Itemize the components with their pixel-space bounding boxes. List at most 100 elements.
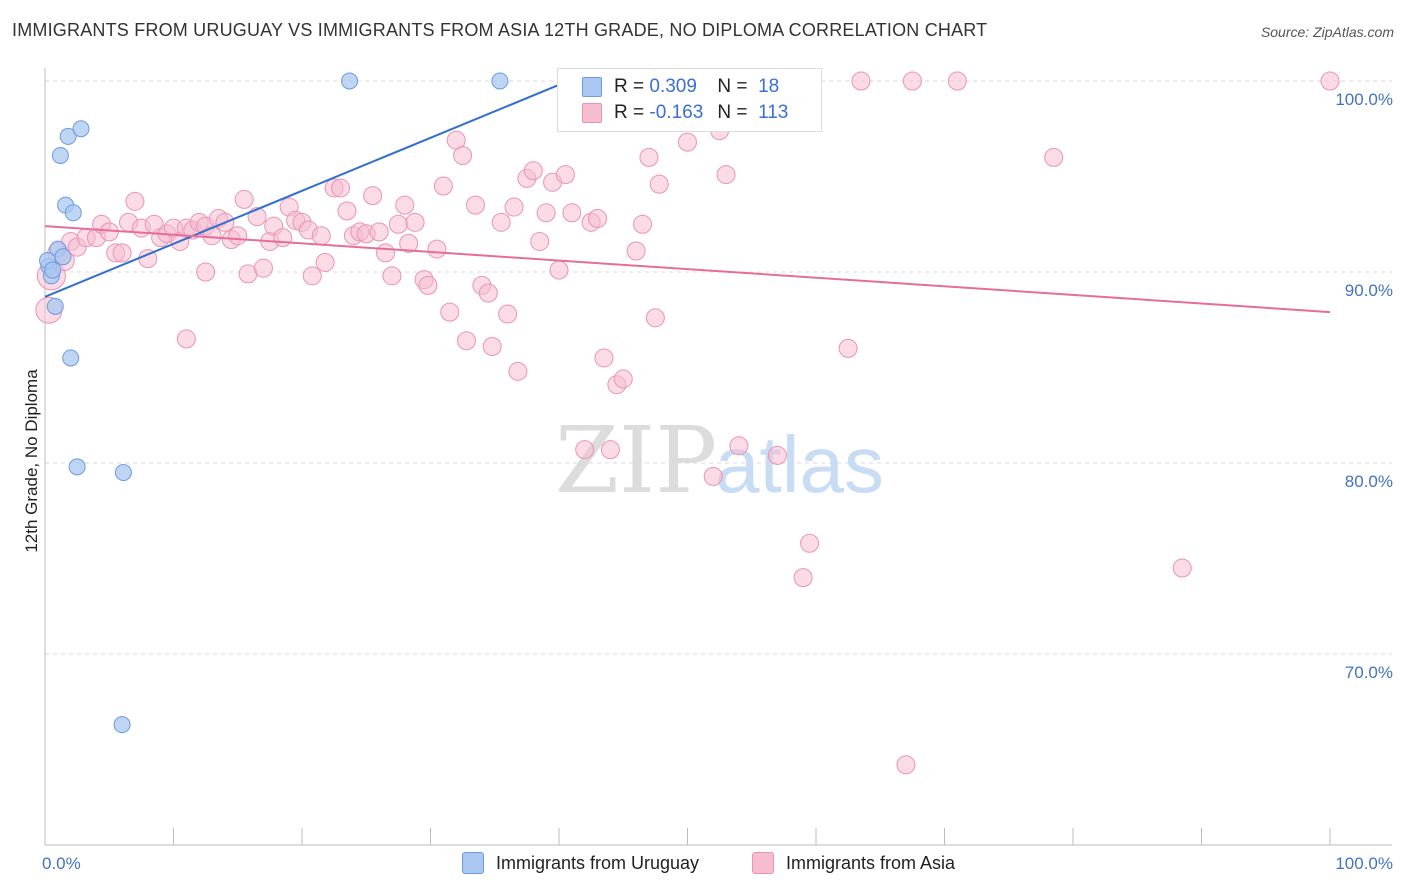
- asia-point: [202, 226, 222, 246]
- asia-point: [376, 243, 396, 263]
- watermark-atlas: atlas: [715, 420, 884, 509]
- asia-point: [633, 214, 653, 234]
- asia-point: [600, 440, 620, 460]
- asia-trend-line: [44, 225, 1331, 314]
- series-legend: Immigrants from Uruguay Immigrants from …: [0, 852, 1406, 878]
- asia-point: [703, 466, 723, 486]
- asia-point: [453, 145, 473, 165]
- asia-point: [588, 209, 608, 229]
- asia-point: [491, 212, 511, 232]
- r-value: 0.309: [649, 76, 697, 97]
- x-tick-label: 0.0%: [42, 854, 81, 873]
- watermark-zip: ZIP: [555, 407, 717, 514]
- asia-point: [176, 329, 196, 349]
- asia-point: [716, 165, 736, 185]
- asia-point: [838, 338, 858, 358]
- uruguay-point: [491, 72, 509, 90]
- uruguay-point: [68, 458, 86, 476]
- tick-labels: 70.0% 80.0% 90.0% 100.0% 0.0% 100.0%: [42, 90, 1393, 873]
- y-axis-label: 12th Grade, No Diploma: [22, 369, 41, 553]
- asia-point: [311, 226, 331, 246]
- asia-point: [729, 436, 749, 456]
- asia-point: [427, 239, 447, 259]
- asia-point: [536, 203, 556, 223]
- asia-point: [99, 222, 119, 242]
- asia-swatch: [582, 103, 602, 123]
- asia-point: [498, 304, 518, 324]
- asia-point: [382, 266, 402, 286]
- watermark: ZIP atlas: [555, 407, 884, 514]
- legend-item-asia[interactable]: Immigrants from Asia: [752, 852, 955, 874]
- y-tick-label: 80.0%: [1345, 472, 1393, 491]
- asia-point: [433, 176, 453, 196]
- asia-point: [1320, 71, 1340, 91]
- asia-point: [228, 226, 248, 246]
- asia-point: [649, 174, 669, 194]
- uruguay-swatch: [582, 77, 602, 97]
- asia-point: [369, 222, 389, 242]
- series-uruguay-points: [39, 72, 509, 734]
- n-value: 113: [758, 102, 789, 123]
- asia-point: [399, 233, 419, 253]
- legend-label-asia: Immigrants from Asia: [786, 852, 956, 873]
- asia-point: [125, 191, 145, 211]
- stats-legend: R = 0.309 N = 18 R = -0.163 N = 113: [557, 68, 822, 132]
- asia-point: [196, 262, 216, 282]
- asia-point: [405, 212, 425, 232]
- r-label: R =: [614, 76, 645, 97]
- asia-point: [575, 440, 595, 460]
- asia-point: [508, 361, 528, 381]
- asia-point: [800, 533, 820, 553]
- asia-point: [456, 331, 476, 351]
- n-label: N =: [717, 76, 748, 97]
- asia-point: [482, 336, 502, 356]
- axes: [44, 68, 1392, 846]
- asia-point: [523, 161, 543, 181]
- asia-point: [613, 369, 633, 389]
- uruguay-trend-line: [44, 83, 560, 298]
- uruguay-point: [114, 464, 132, 482]
- asia-point: [504, 197, 524, 217]
- asia-point: [549, 260, 569, 280]
- asia-point: [1044, 147, 1064, 167]
- legend-label-uruguay: Immigrants from Uruguay: [496, 852, 700, 873]
- asia-point: [902, 71, 922, 91]
- asia-point: [896, 755, 916, 775]
- asia-point: [626, 241, 646, 261]
- trend-lines: [44, 83, 1331, 314]
- uruguay-point: [51, 146, 69, 164]
- asia-point: [418, 275, 438, 295]
- r-label: R =: [614, 102, 645, 123]
- asia-point: [1172, 558, 1192, 578]
- uruguay-point: [62, 349, 80, 367]
- asia-point: [273, 228, 293, 248]
- uruguay-point: [72, 120, 90, 138]
- uruguay-point: [46, 297, 64, 315]
- asia-point: [530, 231, 550, 251]
- asia-point: [851, 71, 871, 91]
- uruguay-point: [64, 204, 82, 222]
- uruguay-legend-swatch: [462, 852, 484, 874]
- asia-point: [465, 195, 485, 215]
- asia-point: [302, 266, 322, 286]
- asia-point: [337, 201, 357, 221]
- asia-point: [363, 186, 383, 206]
- n-label: N =: [717, 102, 748, 123]
- legend-item-uruguay[interactable]: Immigrants from Uruguay: [462, 852, 699, 874]
- uruguay-point: [59, 127, 77, 145]
- n-value: 18: [758, 76, 780, 97]
- legend-row-uruguay: R = 0.309 N = 18: [582, 75, 779, 99]
- y-tick-label: 90.0%: [1345, 281, 1393, 300]
- r-value: -0.163: [649, 102, 704, 123]
- uruguay-point: [113, 716, 131, 734]
- uruguay-point: [341, 72, 359, 90]
- y-tick-label: 70.0%: [1345, 663, 1393, 682]
- chart-title: IMMIGRANTS FROM URUGUAY VS IMMIGRANTS FR…: [12, 20, 988, 40]
- asia-point: [315, 252, 335, 272]
- asia-point: [388, 214, 408, 234]
- asia-point: [253, 258, 273, 278]
- asia-point: [478, 283, 498, 303]
- asia-point: [395, 195, 415, 215]
- asia-point: [793, 568, 813, 588]
- asia-point: [555, 165, 575, 185]
